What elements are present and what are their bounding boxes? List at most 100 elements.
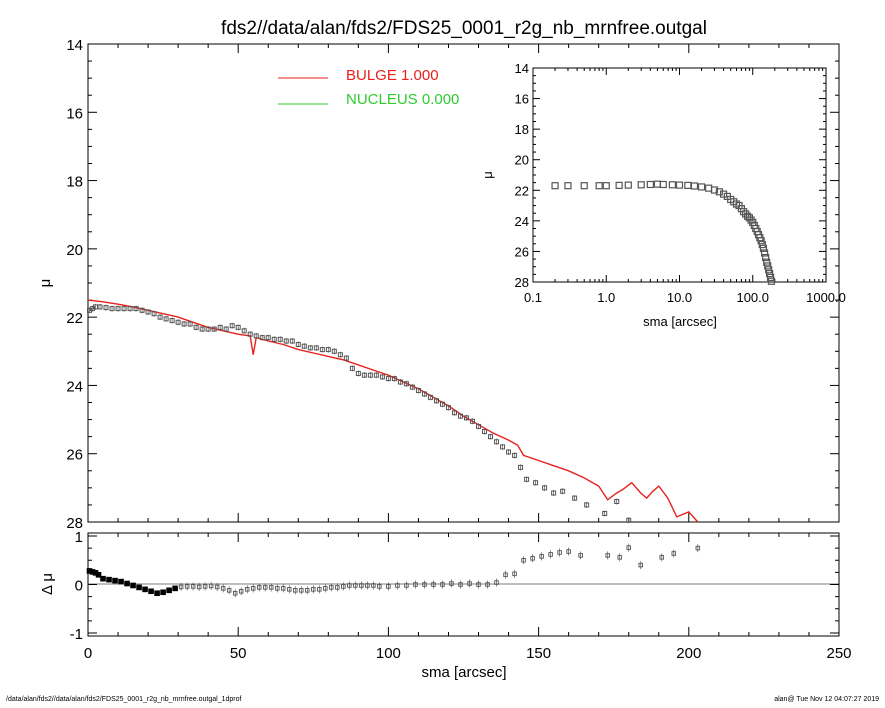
main-data-point (494, 439, 500, 445)
main-data-point (307, 345, 313, 351)
inset-data-point (710, 186, 719, 194)
main-data-point (313, 345, 319, 351)
residual-data-point (95, 572, 102, 578)
residual-data-point (512, 571, 517, 577)
inset-data-points (551, 180, 776, 285)
main-data-point (524, 476, 530, 482)
residual-data-point (557, 550, 562, 555)
main-y-tick-label: 26 (66, 447, 83, 464)
residual-data-point (232, 590, 238, 596)
main-data-point (533, 480, 539, 486)
inset-y-label: μ (480, 171, 495, 179)
main-data-point (199, 326, 205, 332)
inset-data-point (720, 190, 728, 198)
residual-data-point (136, 584, 142, 591)
main-data-point (217, 324, 223, 330)
inset-data-point (765, 266, 773, 274)
residual-data-point (365, 583, 370, 588)
main-data-point (157, 314, 163, 320)
main-data-point (175, 319, 181, 325)
main-data-point (295, 341, 301, 347)
main-y-tick-label: 20 (66, 242, 83, 259)
residual-data-point (476, 582, 481, 587)
main-data-point (445, 405, 451, 411)
inset-data-point (580, 182, 588, 190)
inset-data-point (715, 188, 723, 196)
inset-data-point (659, 180, 667, 189)
main-data-point (518, 464, 524, 470)
main-data-point (397, 379, 403, 385)
legend: BULGE 1.000 NUCLEUS 0.000 (278, 67, 459, 108)
footer-file-path: /data/alan/fds2//data/alan/fds2/FDS25_00… (6, 696, 242, 703)
bulge-model-line (87, 299, 699, 523)
main-data-point (355, 370, 361, 376)
inset-data-point (602, 182, 610, 190)
residual-data-point (638, 562, 643, 568)
residual-data-point (548, 552, 553, 557)
main-data-point (253, 333, 259, 339)
residual-x-tick-label: 50 (230, 645, 247, 662)
main-data-point (97, 304, 103, 310)
residual-data-point (539, 554, 544, 559)
residual-data-point (467, 581, 472, 586)
inset-data-point (766, 273, 775, 282)
inset-data-point (595, 182, 603, 190)
main-data-point (283, 338, 289, 344)
main-data-point (271, 336, 277, 342)
main-data-point (93, 304, 99, 310)
residual-data-point (605, 553, 610, 558)
residual-x-tick-label: 100 (376, 645, 401, 662)
residual-x-tick-label: 200 (676, 645, 701, 662)
inset-data-point (763, 258, 771, 266)
main-data-point (349, 365, 355, 371)
residual-data-point (371, 583, 376, 588)
main-data-point (385, 376, 391, 382)
residual-data-point (178, 584, 184, 590)
main-y-tick-label: 22 (66, 310, 83, 327)
main-y-label: μ (37, 279, 54, 288)
residual-data-point (578, 553, 583, 558)
main-data-point (163, 316, 169, 322)
inset-data-point (690, 182, 699, 190)
main-data-point (602, 510, 608, 516)
main-data-point (626, 517, 632, 523)
residual-data-point (404, 583, 409, 588)
main-data-point (169, 318, 175, 324)
residual-data-point (431, 582, 436, 587)
residual-data-point (413, 582, 418, 587)
residual-data-point (154, 590, 160, 597)
main-y-tick-label: 24 (66, 378, 83, 395)
residual-data-point (353, 583, 358, 588)
main-panel: 14 16 18 20 22 24 26 28 μ BULGE 1.000 NUCLEUS 0… (37, 37, 840, 532)
inset-x-tick-label: 0.1 (524, 290, 542, 305)
main-data-point (488, 434, 494, 440)
residual-data-point (220, 586, 226, 591)
main-data-point (205, 326, 211, 332)
main-data-point (379, 374, 385, 380)
main-data-point (151, 311, 157, 317)
legend-bulge-label: BULGE 1.000 (346, 67, 439, 84)
inset-data-point (760, 249, 769, 257)
residual-x-tick-label: 250 (826, 645, 851, 662)
residual-data-point (160, 589, 166, 596)
main-data-point (373, 372, 379, 378)
inset-y-tick-label: 22 (515, 183, 529, 198)
inset-x-tick-label: 100.0 (736, 290, 769, 305)
inset-x-tick-label: 10.0 (667, 290, 692, 305)
residual-data-point (184, 584, 190, 589)
residual-data-point (395, 583, 400, 588)
inset-y-tick-label: 24 (515, 214, 529, 229)
residual-data-point (268, 585, 274, 590)
inset-data-point (757, 237, 765, 245)
residual-x-label: sma [arcsec] (421, 664, 506, 681)
main-axes: 14 16 18 20 22 24 26 28 (66, 37, 840, 532)
residual-data-point (317, 587, 322, 592)
inset-data-point (762, 253, 770, 262)
residual-x-tick-label: 0 (84, 645, 92, 662)
inset-y-tick-label: 28 (515, 275, 529, 290)
main-data-point (403, 381, 409, 387)
residual-data-point (130, 582, 136, 589)
residual-data-point (521, 558, 526, 563)
main-data-point (109, 306, 115, 312)
